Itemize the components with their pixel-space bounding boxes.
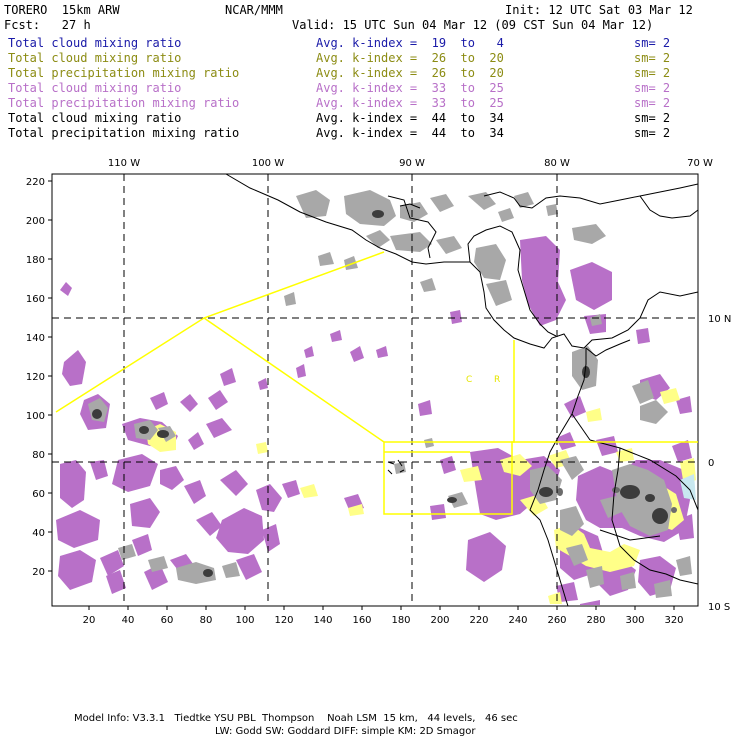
- y-tick-labels: 220 200 180 160 140 120 100 80 60 40 20: [26, 177, 45, 578]
- legend-row: Total precipitation mixing ratio Avg. k-…: [8, 66, 670, 81]
- init-time: Init: 12 UTC Sat 03 Mar 12: [505, 3, 693, 17]
- legend-smoothing: sm= 2: [634, 36, 671, 50]
- y-tick: 100: [26, 411, 45, 422]
- lon-label: 80 W: [544, 158, 570, 169]
- x-tick: 200: [430, 615, 449, 626]
- lon-label: 70 W: [687, 158, 713, 169]
- y-tick: 180: [26, 255, 45, 266]
- lat-labels: 10 N 0 10 S: [708, 314, 731, 613]
- legend-row: Total cloud mixing ratio Avg. k-index = …: [8, 111, 670, 126]
- org-label: NCAR/MMM: [225, 3, 283, 17]
- y-tick: 140: [26, 333, 45, 344]
- x-tick: 120: [274, 615, 293, 626]
- legend-kindex: Avg. k-index = 44 to 34: [316, 126, 504, 140]
- precip-field: [56, 190, 696, 605]
- x-tick: 20: [83, 615, 96, 626]
- forecast-hour: Fcst: 27 h: [4, 18, 91, 32]
- x-tick: 40: [122, 615, 135, 626]
- legend-field-name: Total precipitation mixing ratio: [8, 126, 240, 140]
- x-tick: 220: [469, 615, 488, 626]
- legend-field-name: Total precipitation mixing ratio: [8, 96, 240, 110]
- legend-row: Total cloud mixing ratio Avg. k-index = …: [8, 36, 670, 51]
- frame-ticks: [48, 180, 675, 610]
- physics-info: LW: Godd SW: Goddard DIFF: simple KM: 2D…: [215, 726, 476, 737]
- lat-label: 10 N: [708, 314, 731, 325]
- eez-boundaries: [55, 251, 698, 515]
- legend-row: Total cloud mixing ratio Avg. k-index = …: [8, 51, 670, 66]
- legend-smoothing: sm= 2: [634, 111, 671, 125]
- x-tick-labels: 20 40 60 80 100 120 140 160 180 200 220 …: [83, 615, 684, 626]
- legend-row: Total precipitation mixing ratio Avg. k-…: [8, 126, 670, 141]
- lon-label: 110 W: [108, 158, 140, 169]
- legend-field-name: Total precipitation mixing ratio: [8, 66, 240, 80]
- legend-smoothing: sm= 2: [634, 126, 671, 140]
- lon-labels: 110 W 100 W 90 W 80 W 70 W: [108, 158, 713, 169]
- legend-field-name: Total cloud mixing ratio: [8, 36, 182, 50]
- model-info: Model Info: V3.3.1 Tiedtke YSU PBL Thomp…: [74, 713, 518, 724]
- lon-label: 90 W: [399, 158, 425, 169]
- x-tick: 140: [313, 615, 332, 626]
- coastlines: [225, 173, 699, 607]
- lat-lon-grid: [52, 174, 698, 606]
- legend-kindex: Avg. k-index = 33 to 25: [316, 96, 504, 110]
- legend-field-name: Total cloud mixing ratio: [8, 81, 182, 95]
- x-tick: 160: [352, 615, 371, 626]
- x-tick: 180: [391, 615, 410, 626]
- y-tick: 80: [32, 450, 45, 461]
- model-title: TORERO 15km ARW: [4, 3, 120, 17]
- y-tick: 120: [26, 372, 45, 383]
- x-tick: 260: [547, 615, 566, 626]
- x-tick: 320: [664, 615, 683, 626]
- y-tick: 160: [26, 294, 45, 305]
- y-tick: 220: [26, 177, 45, 188]
- legend-kindex: Avg. k-index = 33 to 25: [316, 81, 504, 95]
- legend-field-name: Total cloud mixing ratio: [8, 111, 182, 125]
- legend-smoothing: sm= 2: [634, 51, 671, 65]
- lat-label: 0: [708, 458, 714, 469]
- lat-label: 10 S: [708, 602, 730, 613]
- y-tick: 20: [32, 567, 45, 578]
- legend-kindex: Avg. k-index = 26 to 20: [316, 51, 504, 65]
- legend-kindex: Avg. k-index = 26 to 20: [316, 66, 504, 80]
- map-label-c: C: [466, 375, 472, 385]
- legend-smoothing: sm= 2: [634, 96, 671, 110]
- x-tick: 60: [161, 615, 174, 626]
- legend-kindex: Avg. k-index = 19 to 4: [316, 36, 504, 50]
- x-tick: 240: [508, 615, 527, 626]
- valid-time: Valid: 15 UTC Sun 04 Mar 12 (09 CST Sun …: [292, 18, 654, 32]
- y-tick: 60: [32, 489, 45, 500]
- lon-label: 100 W: [252, 158, 284, 169]
- legend-field-name: Total cloud mixing ratio: [8, 51, 182, 65]
- y-tick: 200: [26, 216, 45, 227]
- legend-row: Total precipitation mixing ratio Avg. k-…: [8, 96, 670, 111]
- legend-smoothing: sm= 2: [634, 66, 671, 80]
- legend-row: Total cloud mixing ratio Avg. k-index = …: [8, 81, 670, 96]
- map-label-r: R: [494, 375, 500, 385]
- x-tick: 100: [235, 615, 254, 626]
- x-tick: 80: [200, 615, 213, 626]
- legend-kindex: Avg. k-index = 44 to 34: [316, 111, 504, 125]
- y-tick: 40: [32, 528, 45, 539]
- legend-smoothing: sm= 2: [634, 81, 671, 95]
- x-tick: 280: [586, 615, 605, 626]
- x-tick: 300: [625, 615, 644, 626]
